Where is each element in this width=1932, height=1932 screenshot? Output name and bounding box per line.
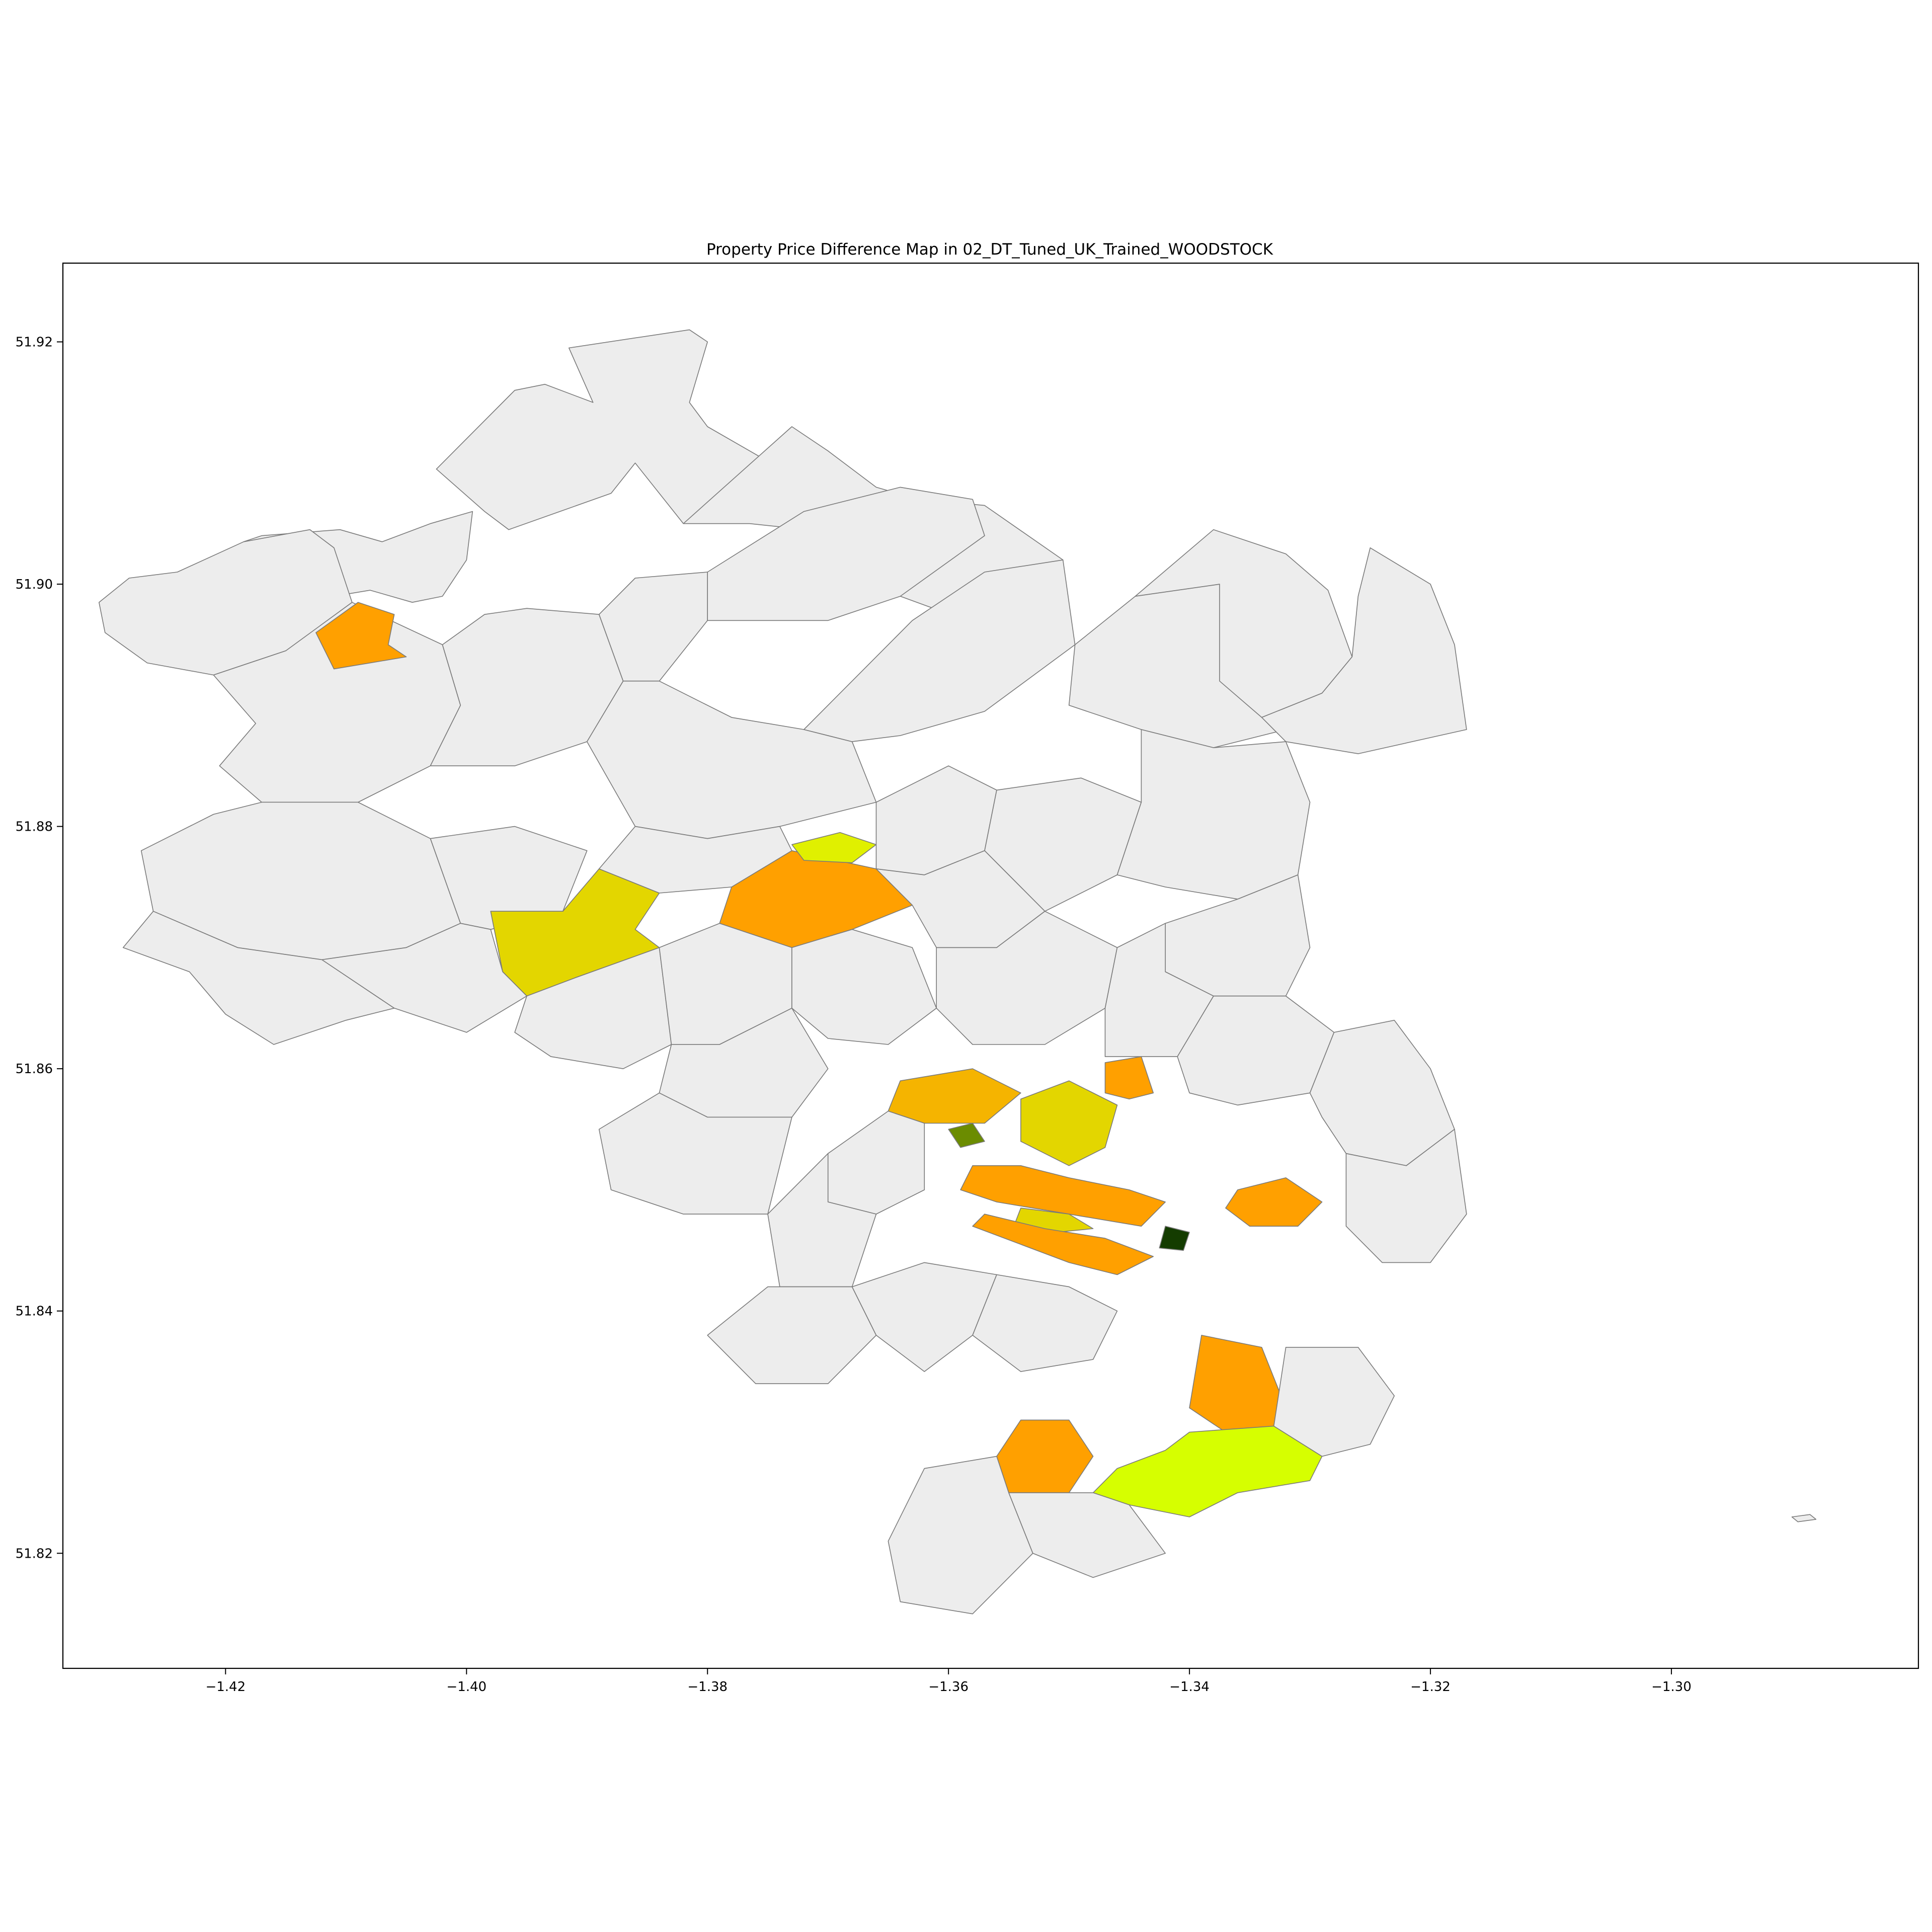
region-nw-north-a [436,329,792,530]
x-tick-label: −1.42 [205,1679,246,1695]
y-tick-label: 51.86 [16,1062,53,1077]
region-c-north-lime [791,832,877,863]
region-c-east-e [1345,1129,1467,1263]
region-w-b [122,911,395,1045]
x-tick-label: −1.34 [1169,1679,1210,1695]
x-tick-label: −1.36 [928,1679,969,1695]
region-nw-mid-c [707,487,985,621]
region-nw-orange [315,602,407,670]
region-nw-mid-e [803,559,1076,742]
y-tick-label: 51.88 [16,820,53,835]
region-c-east-a [1116,729,1311,900]
x-tick-label: −1.32 [1410,1679,1451,1695]
region-w-d [321,923,527,1033]
region-w-e [514,947,672,1069]
region-c-orange-3 [972,1214,1154,1275]
map-regions [99,329,1817,1615]
region-c-mid-c [791,929,937,1045]
region-c-orange-cluster [960,1165,1166,1227]
x-axis: −1.42 −1.40 −1.38 −1.36 −1.34 −1.32 −1.30 [205,1668,1692,1695]
x-tick-label: −1.40 [446,1679,487,1695]
y-tick-label: 51.92 [16,335,53,350]
region-s-c [972,1274,1118,1372]
region-s-e [888,1456,1033,1615]
region-s-f [1273,1347,1395,1457]
plot-frame [62,262,1919,1669]
y-axis: 51.82 51.84 51.86 51.88 51.90 51.92 [16,335,63,1561]
x-tick-label: −1.38 [687,1679,728,1695]
map-title: Property Price Difference Map in 02_DT_T… [706,240,1273,259]
region-c-dark-green [1159,1226,1190,1251]
region-c-mustard-2 [1020,1080,1118,1166]
region-c-orange-2 [1104,1056,1154,1100]
y-tick-label: 51.84 [16,1304,53,1319]
region-c-olive [948,1122,985,1148]
x-tick-label: −1.30 [1651,1679,1692,1695]
y-tick-label: 51.90 [16,577,53,592]
region-ne-east [1261,547,1467,754]
region-c-east-orange [1225,1177,1323,1227]
region-c-south-d [598,1092,792,1215]
region-island [1791,1514,1817,1522]
y-tick-label: 51.82 [16,1546,53,1561]
